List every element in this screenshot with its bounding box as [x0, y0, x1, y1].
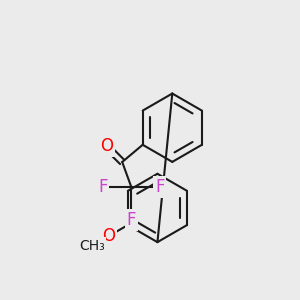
Text: CH₃: CH₃ — [79, 239, 105, 253]
Text: O: O — [100, 137, 113, 155]
Text: O: O — [102, 227, 115, 245]
Text: F: F — [127, 211, 136, 229]
Text: F: F — [155, 178, 165, 196]
Text: F: F — [98, 178, 108, 196]
